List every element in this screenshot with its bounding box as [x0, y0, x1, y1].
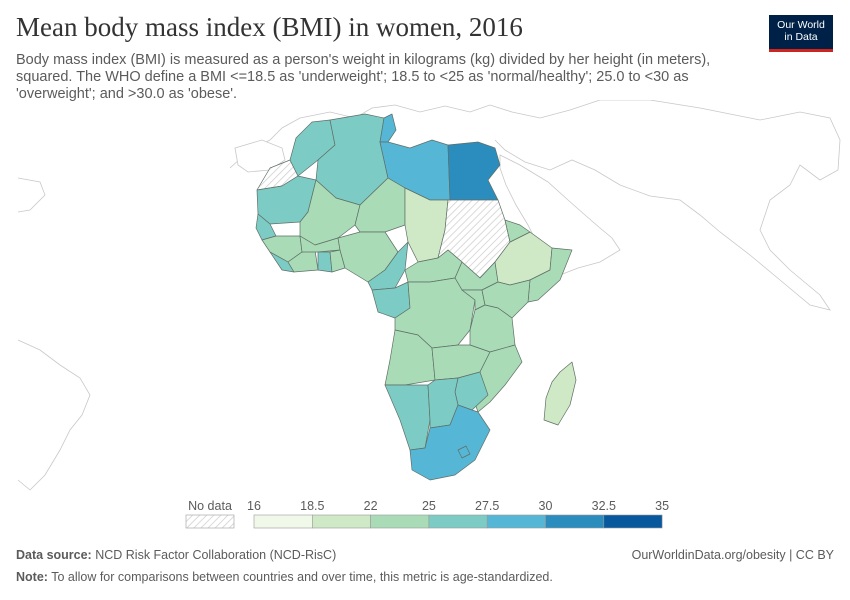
africa-countries — [255, 113, 577, 481]
americas-outline — [17, 339, 91, 491]
legend-tick-label-3: 25 — [422, 499, 436, 513]
legend-tick-label-5: 30 — [539, 499, 553, 513]
country-lesotho[interactable] — [457, 445, 471, 459]
legend-no-data-label: No data — [188, 499, 232, 513]
legend-tick-label-2: 22 — [364, 499, 378, 513]
legend-no-data-swatch — [185, 514, 235, 529]
country-egypt[interactable] — [447, 141, 501, 201]
country-niger[interactable] — [354, 177, 406, 233]
note-label: Note: — [16, 570, 48, 584]
country-namibia[interactable] — [384, 384, 431, 451]
footer-note: Note: To allow for comparisons between c… — [16, 570, 553, 584]
legend-tick-label-4: 27.5 — [475, 499, 499, 513]
legend-bins — [253, 514, 663, 529]
country-mali[interactable] — [299, 179, 361, 246]
legend-tick-label-0: 16 — [247, 499, 261, 513]
source-text: NCD Risk Factor Collaboration (NCD-RisC) — [95, 548, 337, 562]
legend-bin-3[interactable] — [428, 514, 488, 529]
background-land-outlines — [17, 100, 841, 491]
legend-bin-6[interactable] — [603, 514, 663, 529]
logo-line-2: in Data — [784, 31, 818, 43]
footer-link[interactable]: OurWorldinData.org/obesity | CC BY — [631, 548, 834, 562]
country-eritrea[interactable] — [504, 219, 531, 243]
country-south-africa[interactable] — [409, 404, 491, 481]
legend-bin-4[interactable] — [486, 514, 546, 529]
note-text: To allow for comparisons between countri… — [51, 570, 553, 584]
legend-tick-label-6: 32.5 — [592, 499, 616, 513]
source-label: Data source: — [16, 548, 92, 562]
logo-line-1: Our World — [777, 19, 825, 31]
country-cameroon[interactable] — [367, 241, 409, 291]
chart-title: Mean body mass index (BMI) in women, 201… — [16, 12, 523, 42]
country-angola[interactable] — [384, 329, 436, 386]
legend-bin-5[interactable] — [545, 514, 605, 529]
footer-source: Data source: NCD Risk Factor Collaborati… — [16, 548, 336, 562]
arabia-outline — [499, 154, 621, 276]
legend-bin-2[interactable] — [370, 514, 430, 529]
legend-bin-1[interactable] — [311, 514, 371, 529]
choropleth-map: No data 16 18.5 22 25 27.5 30 32.5 35 — [17, 100, 841, 529]
chart-subtitle: Body mass index (BMI) is measured as a p… — [16, 52, 711, 102]
owid-logo[interactable]: Our World in Data — [769, 15, 833, 52]
legend-ticks: 16 18.5 22 25 27.5 30 32.5 35 — [247, 499, 669, 513]
country-ghana[interactable] — [317, 251, 333, 273]
europe-outline — [229, 100, 841, 311]
legend: No data 16 18.5 22 25 27.5 30 32.5 35 — [185, 499, 669, 529]
country-tunisia[interactable] — [379, 113, 397, 143]
country-somalia[interactable] — [527, 247, 573, 303]
legend-bin-0[interactable] — [253, 514, 313, 529]
legend-tick-label-1: 18.5 — [300, 499, 324, 513]
country-madagascar[interactable] — [543, 361, 577, 426]
legend-tick-label-7: 35 — [655, 499, 669, 513]
arctic-outline — [17, 177, 46, 213]
